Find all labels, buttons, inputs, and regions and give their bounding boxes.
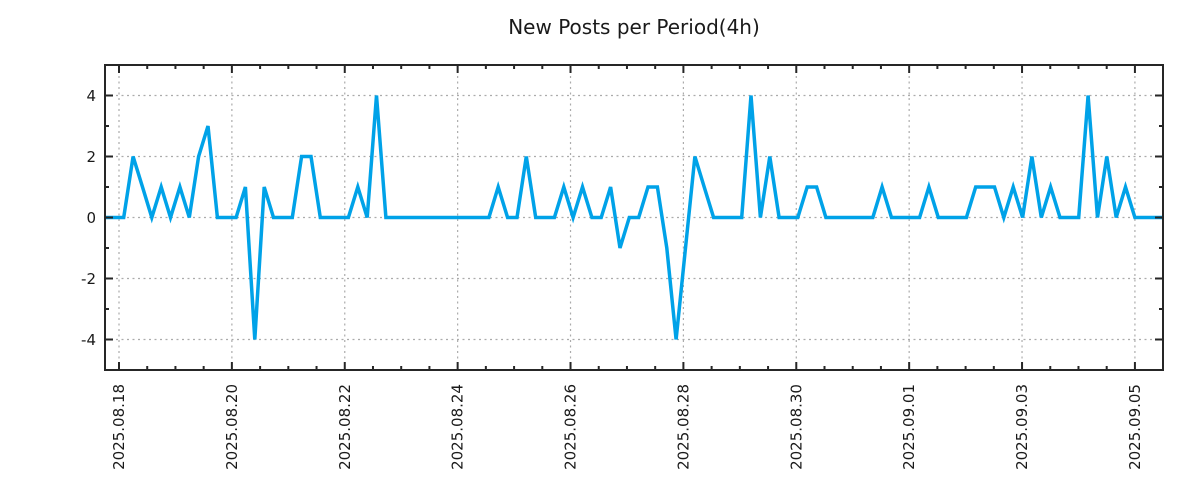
y-tick-label: -2: [81, 270, 96, 288]
x-tick-label: 2025.09.05: [1126, 384, 1144, 470]
series-line: [105, 95, 1163, 340]
x-tick-label: 2025.08.28: [674, 384, 692, 470]
y-tick-label: -4: [81, 331, 96, 349]
x-tick-label: 2025.08.22: [336, 384, 354, 470]
x-tick-label: 2025.08.18: [110, 384, 128, 470]
x-tick-label: 2025.09.01: [900, 384, 918, 470]
x-tick-label: 2025.08.30: [787, 384, 805, 470]
x-tick-label: 2025.08.24: [449, 384, 467, 470]
chart-title: New Posts per Period(4h): [508, 15, 760, 39]
x-tick-label: 2025.09.03: [1013, 384, 1031, 470]
y-tick-label: 0: [86, 209, 96, 227]
plot-border: [104, 64, 1164, 371]
x-tick-label: 2025.08.26: [562, 384, 580, 470]
series-layer: [105, 95, 1163, 340]
y-tick-label: 4: [86, 87, 96, 105]
y-tick-label: 2: [86, 148, 96, 166]
axis-layer: 2025.08.18 2025.08.20 2025.08.22 2025.08.24…: [81, 64, 1164, 470]
x-tick-label: 2025.08.20: [223, 384, 241, 470]
